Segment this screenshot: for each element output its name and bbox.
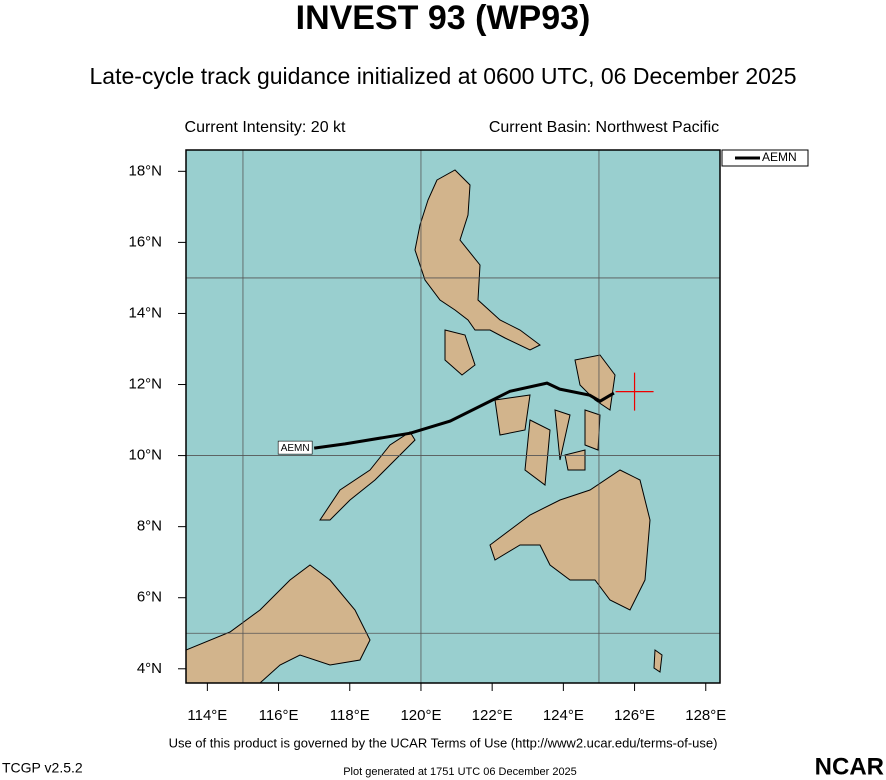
x-tick-label: 118°E bbox=[330, 707, 370, 724]
generated: Plot generated at 1751 UTC 06 December 2… bbox=[343, 766, 577, 778]
x-tick-label: 120°E bbox=[400, 707, 441, 724]
version: TCGP v2.5.2 bbox=[2, 760, 83, 776]
x-tick-label: 124°E bbox=[543, 707, 584, 724]
y-tick-label: 10°N bbox=[128, 447, 162, 464]
track-label-box bbox=[277, 440, 313, 455]
legend-entry: AEMN bbox=[762, 150, 797, 164]
track-label: AEMN bbox=[281, 443, 310, 454]
current-position bbox=[615, 372, 654, 411]
x-tick-label: 114°E bbox=[187, 707, 227, 724]
y-tick-label: 12°N bbox=[128, 375, 162, 392]
x-tick-label: 122°E bbox=[472, 707, 513, 724]
title: INVEST 93 (WP93) bbox=[296, 0, 591, 37]
x-tick-label: 126°E bbox=[614, 707, 655, 724]
legend bbox=[721, 149, 809, 167]
y-tick-label: 16°N bbox=[128, 233, 162, 250]
y-tick-label: 6°N bbox=[137, 589, 162, 606]
subtitle: Late-cycle track guidance initialized at… bbox=[90, 63, 797, 89]
y-tick-label: 8°N bbox=[137, 518, 162, 535]
y-tick-label: 14°N bbox=[128, 304, 162, 321]
y-tick-label: 4°N bbox=[137, 660, 162, 677]
y-tick-label: 18°N bbox=[128, 162, 162, 179]
logo: NCAR bbox=[815, 753, 884, 780]
intensity: Current Intensity: 20 kt bbox=[185, 119, 347, 136]
track-line bbox=[313, 381, 615, 450]
map-frame bbox=[185, 149, 721, 684]
basin: Current Basin: Northwest Pacific bbox=[489, 119, 719, 136]
x-tick-label: 128°E bbox=[685, 707, 726, 724]
x-tick-label: 116°E bbox=[259, 707, 299, 724]
footer: Use of this product is governed by the U… bbox=[169, 735, 718, 750]
land bbox=[186, 169, 663, 683]
